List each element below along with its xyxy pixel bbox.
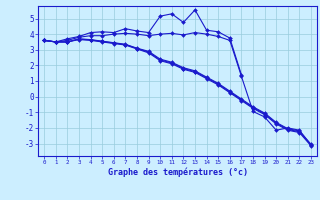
X-axis label: Graphe des températures (°c): Graphe des températures (°c) [108,168,248,177]
